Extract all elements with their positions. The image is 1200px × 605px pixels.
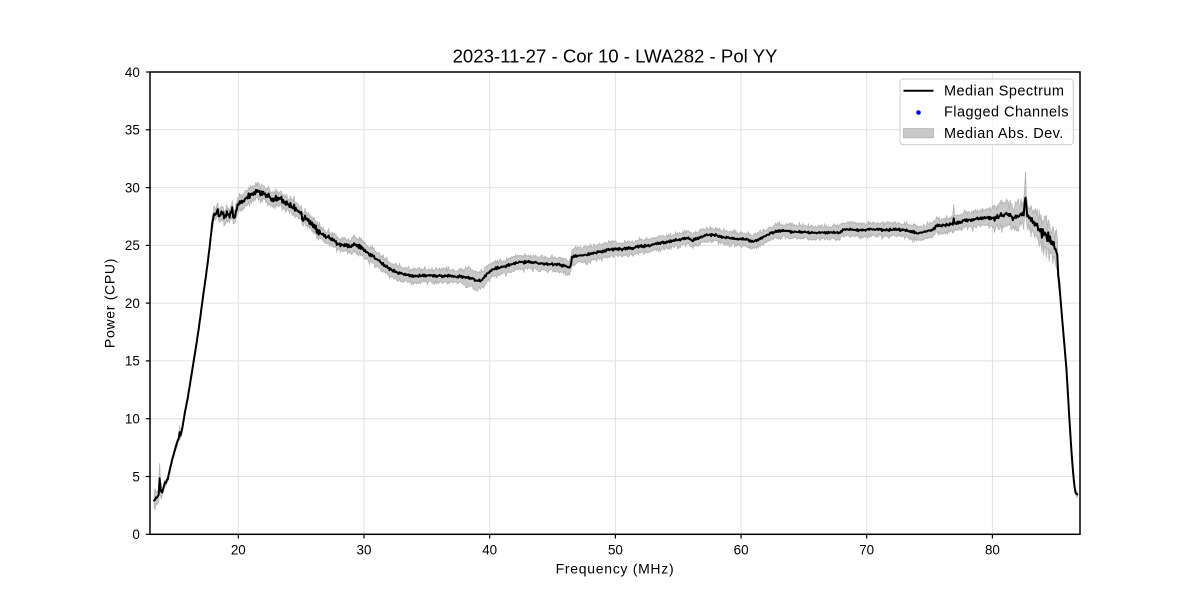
svg-text:80: 80	[985, 543, 1000, 558]
svg-text:10: 10	[125, 412, 140, 427]
svg-text:Median Spectrum: Median Spectrum	[944, 83, 1064, 99]
svg-text:25: 25	[125, 238, 140, 253]
svg-text:20: 20	[125, 296, 140, 311]
svg-text:50: 50	[608, 543, 623, 558]
svg-text:60: 60	[734, 543, 749, 558]
svg-text:Frequency (MHz): Frequency (MHz)	[556, 561, 675, 577]
svg-text:Median Abs. Dev.: Median Abs. Dev.	[944, 126, 1064, 142]
svg-text:30: 30	[357, 543, 372, 558]
svg-text:Power (CPU): Power (CPU)	[101, 258, 117, 348]
svg-text:15: 15	[125, 354, 140, 369]
svg-text:40: 40	[482, 543, 497, 558]
svg-text:2023-11-27 - Cor 10 - LWA282 -: 2023-11-27 - Cor 10 - LWA282 - Pol YY	[453, 46, 778, 67]
svg-text:40: 40	[125, 65, 140, 80]
svg-text:0: 0	[132, 527, 139, 542]
svg-text:5: 5	[132, 469, 139, 484]
svg-text:Flagged Channels: Flagged Channels	[944, 105, 1069, 121]
svg-text:70: 70	[859, 543, 874, 558]
svg-text:30: 30	[125, 180, 140, 195]
svg-text:35: 35	[125, 123, 140, 138]
svg-text:20: 20	[231, 543, 246, 558]
